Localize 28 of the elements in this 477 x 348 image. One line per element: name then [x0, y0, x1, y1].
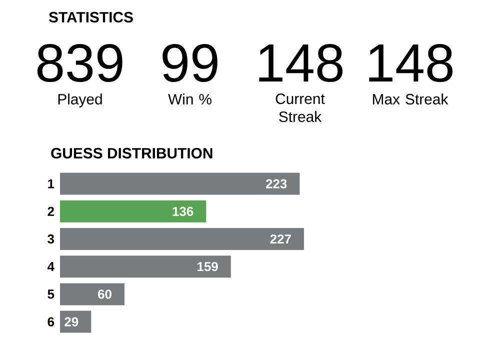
- y-tick-label: 3: [48, 234, 54, 244]
- text: Max Streak: [373, 94, 448, 104]
- text: Played: [58, 94, 102, 108]
- y-tick-label: 4: [47, 262, 54, 272]
- chart-title: GUESS DISTRIBUTION: [51, 148, 212, 158]
- bar: [60, 283, 124, 306]
- text: STATISTICS: [48, 12, 133, 22]
- y-tick-label: 1: [48, 179, 54, 188]
- bar: [60, 310, 92, 333]
- bar: [60, 256, 231, 278]
- text: Win %: [168, 94, 212, 104]
- y-tick-label: 5: [48, 290, 54, 299]
- text: 148: [369, 44, 453, 82]
- text: 148: [259, 44, 343, 82]
- bar: [60, 228, 304, 250]
- data-label: 227: [270, 234, 291, 244]
- bar: [60, 200, 206, 222]
- data-label: 29: [64, 317, 78, 326]
- text: 839: [37, 44, 122, 82]
- y-tick-label: 2: [48, 206, 54, 216]
- data-label: 60: [98, 290, 112, 299]
- text: Current Streak: [276, 94, 325, 122]
- data-label: 159: [198, 262, 218, 272]
- y-tick-label: 6: [48, 317, 54, 326]
- text: 99: [162, 44, 218, 82]
- data-label: 223: [266, 179, 287, 188]
- data-label: 136: [172, 206, 194, 216]
- bar: [60, 172, 300, 195]
